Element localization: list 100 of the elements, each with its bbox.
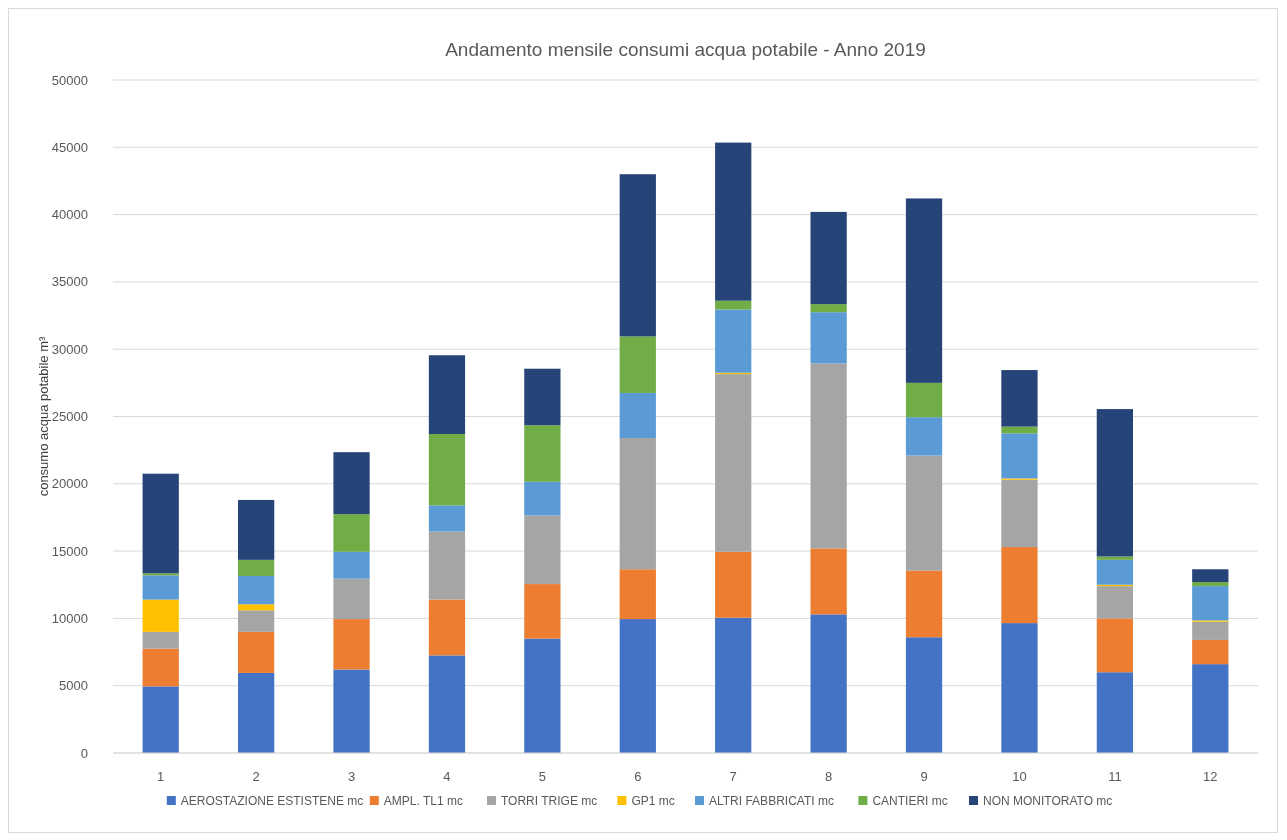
y-tick-label: 45000: [51, 139, 88, 155]
bar: [715, 309, 752, 373]
bar: [905, 198, 943, 383]
bar: [524, 368, 561, 426]
bar: [810, 614, 847, 753]
bar: [1192, 639, 1229, 665]
y-tick-label: 50000: [51, 72, 88, 88]
bar: [238, 631, 275, 673]
bar: [715, 551, 752, 618]
legend-label: CANTIERI mc: [872, 794, 948, 808]
bar: [619, 392, 656, 439]
bar: [524, 425, 561, 482]
y-tick-label: 40000: [51, 207, 88, 223]
bar: [428, 655, 466, 753]
x-tick-label: 2: [252, 769, 260, 784]
legend-label: ALTRI FABBRICATI mc: [709, 794, 834, 808]
bar: [905, 417, 943, 456]
bar: [715, 300, 752, 310]
x-tick-label: 9: [920, 769, 928, 784]
bar: [238, 604, 275, 611]
y-tick-label: 35000: [51, 274, 88, 290]
bar: [524, 515, 561, 585]
bar: [810, 211, 847, 305]
bar: [1192, 569, 1229, 583]
bar: [428, 434, 466, 506]
bar: [524, 481, 561, 516]
y-tick-label: 10000: [51, 610, 88, 626]
bar: [333, 452, 370, 515]
bar: [1001, 433, 1038, 479]
y-axis-title: consumo acqua potabile m³: [36, 335, 51, 497]
bar: [1096, 556, 1133, 560]
bar: [428, 355, 466, 434]
bar: [238, 672, 275, 753]
legend-label: TORRI TRIGE mc: [501, 794, 598, 808]
bar: [142, 631, 179, 649]
bar: [1096, 672, 1133, 753]
legend-label: AEROSTAZIONE ESTISTENE mc: [180, 794, 364, 808]
bar: [715, 142, 752, 301]
x-tick-label: 1: [157, 769, 165, 784]
bar: [524, 638, 561, 753]
bar: [1001, 547, 1038, 624]
bar: [905, 570, 943, 638]
bar: [1192, 664, 1229, 753]
bar: [428, 599, 466, 656]
x-tick-label: 3: [347, 769, 356, 784]
bar: [333, 551, 370, 579]
bar: [619, 569, 656, 620]
x-tick-label: 8: [825, 769, 833, 784]
bar: [1096, 559, 1133, 585]
bar: [238, 610, 275, 632]
bar: [1192, 586, 1229, 621]
y-tick-label: 5000: [59, 678, 88, 694]
x-tick-label: 7: [729, 769, 737, 784]
y-tick-label: 25000: [51, 409, 88, 425]
x-tick-label: 12: [1203, 769, 1218, 784]
bar: [333, 578, 370, 620]
bar: [524, 584, 561, 639]
bar: [619, 336, 656, 393]
chart-title: Andamento mensile consumi acqua potabile - Anno 2019: [445, 39, 926, 60]
bar: [810, 304, 847, 313]
y-tick-label: 20000: [51, 476, 88, 492]
y-tick-label: 15000: [51, 543, 88, 559]
bar: [238, 559, 275, 576]
y-tick-label: 30000: [51, 341, 88, 357]
legend-label: GP1 mc: [631, 794, 675, 808]
bar: [715, 374, 752, 552]
bar: [333, 619, 370, 670]
bar: [1192, 621, 1229, 640]
bar: [1001, 370, 1038, 427]
bar: [1096, 409, 1133, 557]
bar: [905, 637, 943, 753]
bar: [333, 514, 370, 552]
x-tick-label: 10: [1012, 769, 1027, 784]
bar: [238, 499, 275, 560]
bar: [142, 473, 179, 574]
bar: [810, 312, 847, 364]
bar: [1192, 582, 1229, 587]
bar: [1001, 479, 1038, 548]
bar: [428, 505, 466, 532]
bar: [428, 531, 466, 600]
bar: [142, 599, 179, 632]
bar: [619, 438, 656, 570]
x-tick-label: 4: [443, 769, 451, 784]
bar: [142, 648, 179, 687]
bar: [810, 363, 847, 549]
legend-label: NON MONITORATO mc: [983, 794, 1113, 808]
bar: [333, 669, 370, 753]
bar: [619, 619, 656, 753]
bar: [1096, 618, 1133, 673]
x-tick-label: 11: [1108, 769, 1122, 784]
x-tick-label: 6: [634, 769, 642, 784]
bar: [715, 617, 752, 753]
y-tick-label: 0: [80, 745, 88, 761]
bar: [619, 174, 656, 337]
legend-label: AMPL. TL1 mc: [383, 794, 463, 808]
bar: [905, 455, 943, 571]
x-tick-label: 5: [538, 769, 546, 784]
bar: [1096, 586, 1133, 619]
bar: [1001, 623, 1038, 753]
bar: [1001, 426, 1038, 434]
